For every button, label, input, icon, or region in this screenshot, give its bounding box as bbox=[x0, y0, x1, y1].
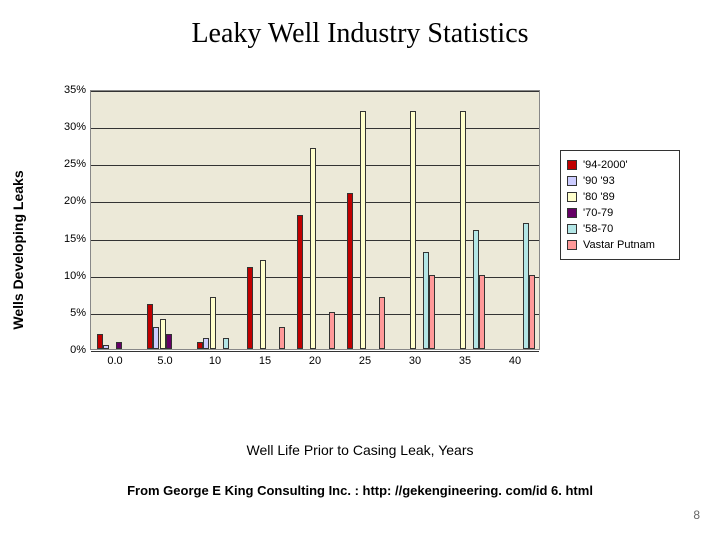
page-title: Leaky Well Industry Statistics bbox=[0, 0, 720, 50]
grid-line bbox=[91, 128, 539, 129]
bar bbox=[160, 319, 166, 349]
bar bbox=[279, 327, 285, 349]
y-tick: 30% bbox=[54, 121, 86, 133]
x-tick: 35 bbox=[459, 355, 471, 367]
legend-item: Vastar Putnam bbox=[567, 237, 673, 253]
legend-swatch bbox=[567, 176, 577, 186]
page-number: 8 bbox=[693, 508, 700, 522]
bar bbox=[460, 111, 466, 349]
bar bbox=[116, 342, 122, 349]
bar bbox=[429, 275, 435, 349]
bar bbox=[473, 230, 479, 349]
x-tick: 30 bbox=[409, 355, 421, 367]
y-tick: 10% bbox=[54, 270, 86, 282]
bar bbox=[147, 304, 153, 349]
legend-item: '58-70 bbox=[567, 221, 673, 237]
bar bbox=[153, 327, 159, 349]
bar bbox=[410, 111, 416, 349]
legend-swatch bbox=[567, 192, 577, 202]
y-tick: 15% bbox=[54, 233, 86, 245]
legend-item: '90 '93 bbox=[567, 173, 673, 189]
bar bbox=[297, 215, 303, 349]
x-tick: 10 bbox=[209, 355, 221, 367]
bar bbox=[423, 252, 429, 349]
legend-label: '94-2000' bbox=[583, 159, 628, 171]
x-tick: 5.0 bbox=[157, 355, 172, 367]
bar bbox=[97, 334, 103, 349]
legend-swatch bbox=[567, 208, 577, 218]
bar bbox=[210, 297, 216, 349]
legend-item: '80 '89 bbox=[567, 189, 673, 205]
bar bbox=[379, 297, 385, 349]
plot-area bbox=[90, 90, 540, 350]
legend-label: Vastar Putnam bbox=[583, 239, 655, 251]
bar bbox=[166, 334, 172, 349]
x-tick: 15 bbox=[259, 355, 271, 367]
bar bbox=[103, 345, 109, 349]
bar bbox=[479, 275, 485, 349]
legend: '94-2000' '90 '93 '80 '89 '70-79 '58-70 Vasta… bbox=[560, 150, 680, 260]
legend-item: '94-2000' bbox=[567, 157, 673, 173]
x-tick: 20 bbox=[309, 355, 321, 367]
bar bbox=[529, 275, 535, 349]
y-tick: 0% bbox=[54, 344, 86, 356]
y-tick: 20% bbox=[54, 195, 86, 207]
bar bbox=[329, 312, 335, 349]
bar bbox=[347, 193, 353, 349]
grid-line bbox=[91, 351, 539, 352]
bar bbox=[247, 267, 253, 349]
y-tick: 35% bbox=[54, 84, 86, 96]
y-axis-label: Wells Developing Leaks bbox=[10, 170, 26, 329]
bar bbox=[310, 148, 316, 349]
x-tick: 40 bbox=[509, 355, 521, 367]
legend-swatch bbox=[567, 240, 577, 250]
y-tick: 5% bbox=[54, 307, 86, 319]
chart: Wells Developing Leaks Well Life Prior t… bbox=[40, 90, 680, 410]
x-axis-label: Well Life Prior to Casing Leak, Years bbox=[247, 442, 474, 458]
x-tick: 25 bbox=[359, 355, 371, 367]
x-tick: 0.0 bbox=[107, 355, 122, 367]
legend-swatch bbox=[567, 160, 577, 170]
legend-label: '58-70 bbox=[583, 223, 613, 235]
bar bbox=[203, 338, 209, 349]
bar bbox=[197, 342, 203, 349]
legend-item: '70-79 bbox=[567, 205, 673, 221]
bar bbox=[523, 223, 529, 349]
bar bbox=[223, 338, 229, 349]
source-line: From George E King Consulting Inc. : htt… bbox=[127, 483, 593, 498]
legend-label: '90 '93 bbox=[583, 175, 615, 187]
legend-swatch bbox=[567, 224, 577, 234]
legend-label: '80 '89 bbox=[583, 191, 615, 203]
bar bbox=[260, 260, 266, 349]
y-tick: 25% bbox=[54, 158, 86, 170]
grid-line bbox=[91, 91, 539, 92]
bar bbox=[360, 111, 366, 349]
legend-label: '70-79 bbox=[583, 207, 613, 219]
